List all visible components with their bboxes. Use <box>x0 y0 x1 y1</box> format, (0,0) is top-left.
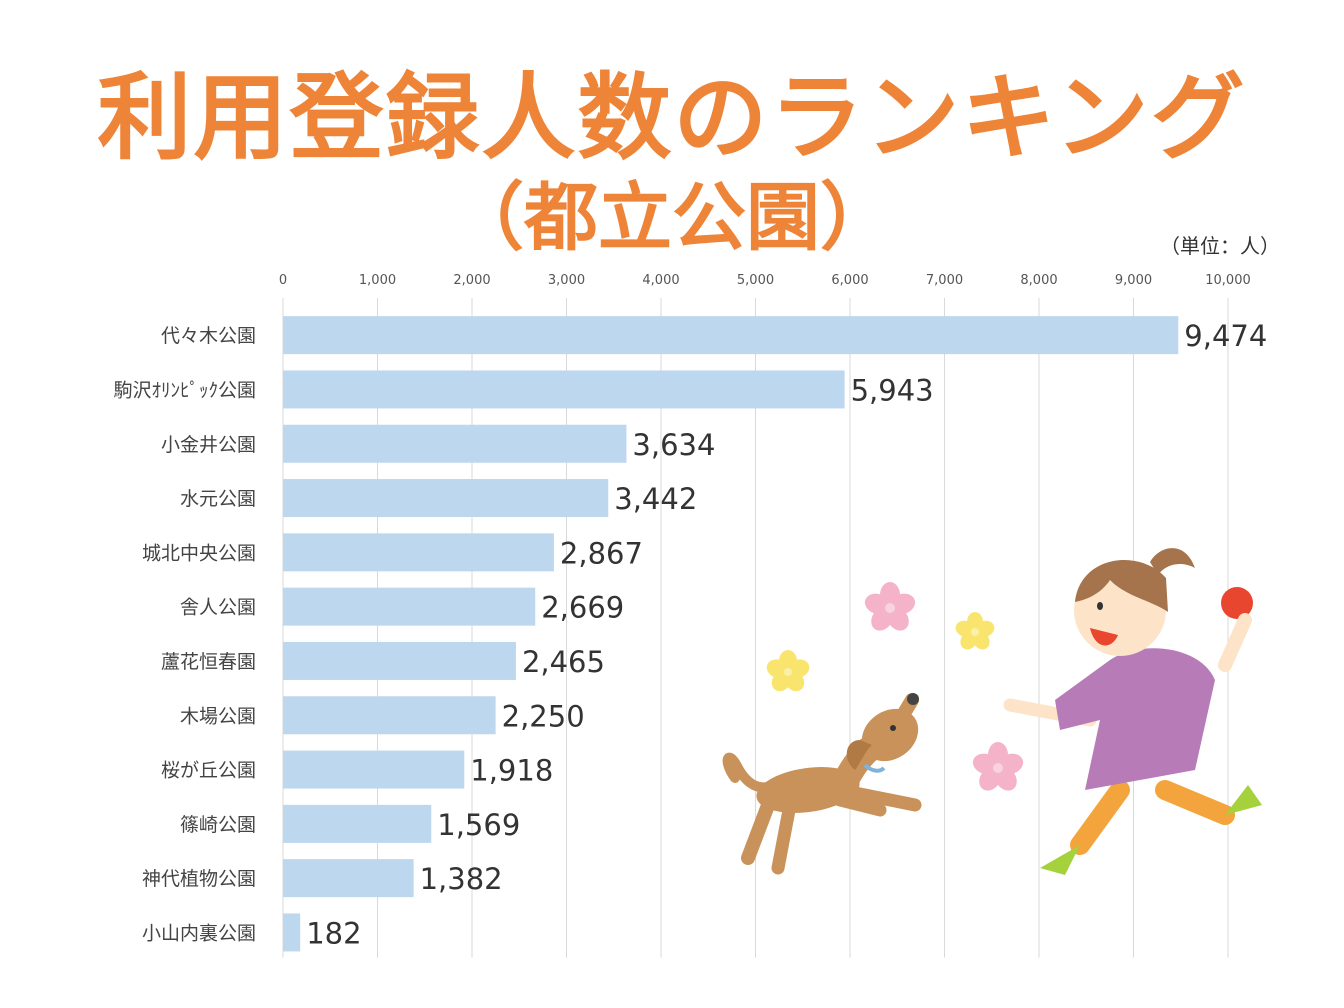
category-label: 代々木公園 <box>161 325 256 347</box>
bar-layer <box>283 316 1179 952</box>
category-label: 小金井公園 <box>161 434 256 456</box>
data-label: 9,474 <box>1184 319 1267 353</box>
data-label: 2,465 <box>522 645 605 679</box>
category-label: 神代植物公園 <box>142 868 256 890</box>
bar <box>283 859 414 898</box>
x-tick-label: 0 <box>279 273 287 288</box>
bar <box>283 479 609 518</box>
data-label: 2,867 <box>560 536 643 570</box>
bar <box>283 316 1179 355</box>
bar <box>283 370 845 409</box>
label-layer: 0 1,000 2,000 3,000 4,000 5,000 6,000 7,000 8,00… <box>113 273 1267 950</box>
x-tick-label: 3,000 <box>548 273 585 288</box>
bar <box>283 424 627 463</box>
data-label: 1,918 <box>470 754 553 788</box>
data-label: 1,569 <box>437 808 520 842</box>
x-tick-label: 4,000 <box>642 273 679 288</box>
x-tick-label: 9,000 <box>1115 273 1152 288</box>
dog-icon <box>722 693 922 875</box>
x-tick-label: 5,000 <box>737 273 774 288</box>
x-tick-label: 2,000 <box>453 273 490 288</box>
category-label: 駒沢ｵﾘﾝﾋﾟｯｸ公園 <box>113 379 256 401</box>
chart-subtitle: （都立公園） <box>450 175 894 261</box>
bar <box>283 641 516 680</box>
bar <box>283 533 554 572</box>
category-label: 篠崎公園 <box>180 814 256 836</box>
x-tick-label: 6,000 <box>831 273 868 288</box>
category-label: 城北中央公園 <box>142 542 256 564</box>
flower-icon <box>864 582 916 631</box>
data-label: 182 <box>306 916 361 950</box>
data-label: 5,943 <box>851 373 934 407</box>
data-label: 3,442 <box>614 482 697 516</box>
data-label: 3,634 <box>632 428 715 462</box>
category-label: 桜が丘公園 <box>161 760 256 782</box>
flower-icon <box>955 612 995 650</box>
bar <box>283 913 301 952</box>
girl-with-ball-icon <box>1003 548 1262 875</box>
category-label: 蘆花恒春園 <box>161 651 256 673</box>
flower-icon <box>972 742 1024 791</box>
category-label: 水元公園 <box>180 488 256 510</box>
data-label: 1,382 <box>420 862 503 896</box>
x-tick-label: 7,000 <box>926 273 963 288</box>
bar <box>283 750 465 789</box>
category-label: 木場公園 <box>180 705 256 727</box>
flower-icon <box>766 650 810 692</box>
category-label: 小山内裏公園 <box>142 922 256 944</box>
x-tick-label: 8,000 <box>1020 273 1057 288</box>
x-tick-label: 10,000 <box>1205 273 1251 288</box>
bar <box>283 804 432 843</box>
data-label: 2,250 <box>502 699 585 733</box>
category-label: 舎人公園 <box>180 597 256 619</box>
data-label: 2,669 <box>541 591 624 625</box>
bar <box>283 587 536 626</box>
bar <box>283 696 496 735</box>
unit-label: （単位：人） <box>1160 234 1280 258</box>
chart-title: 利用登録人数のランキング <box>97 64 1247 173</box>
x-tick-label: 1,000 <box>359 273 396 288</box>
